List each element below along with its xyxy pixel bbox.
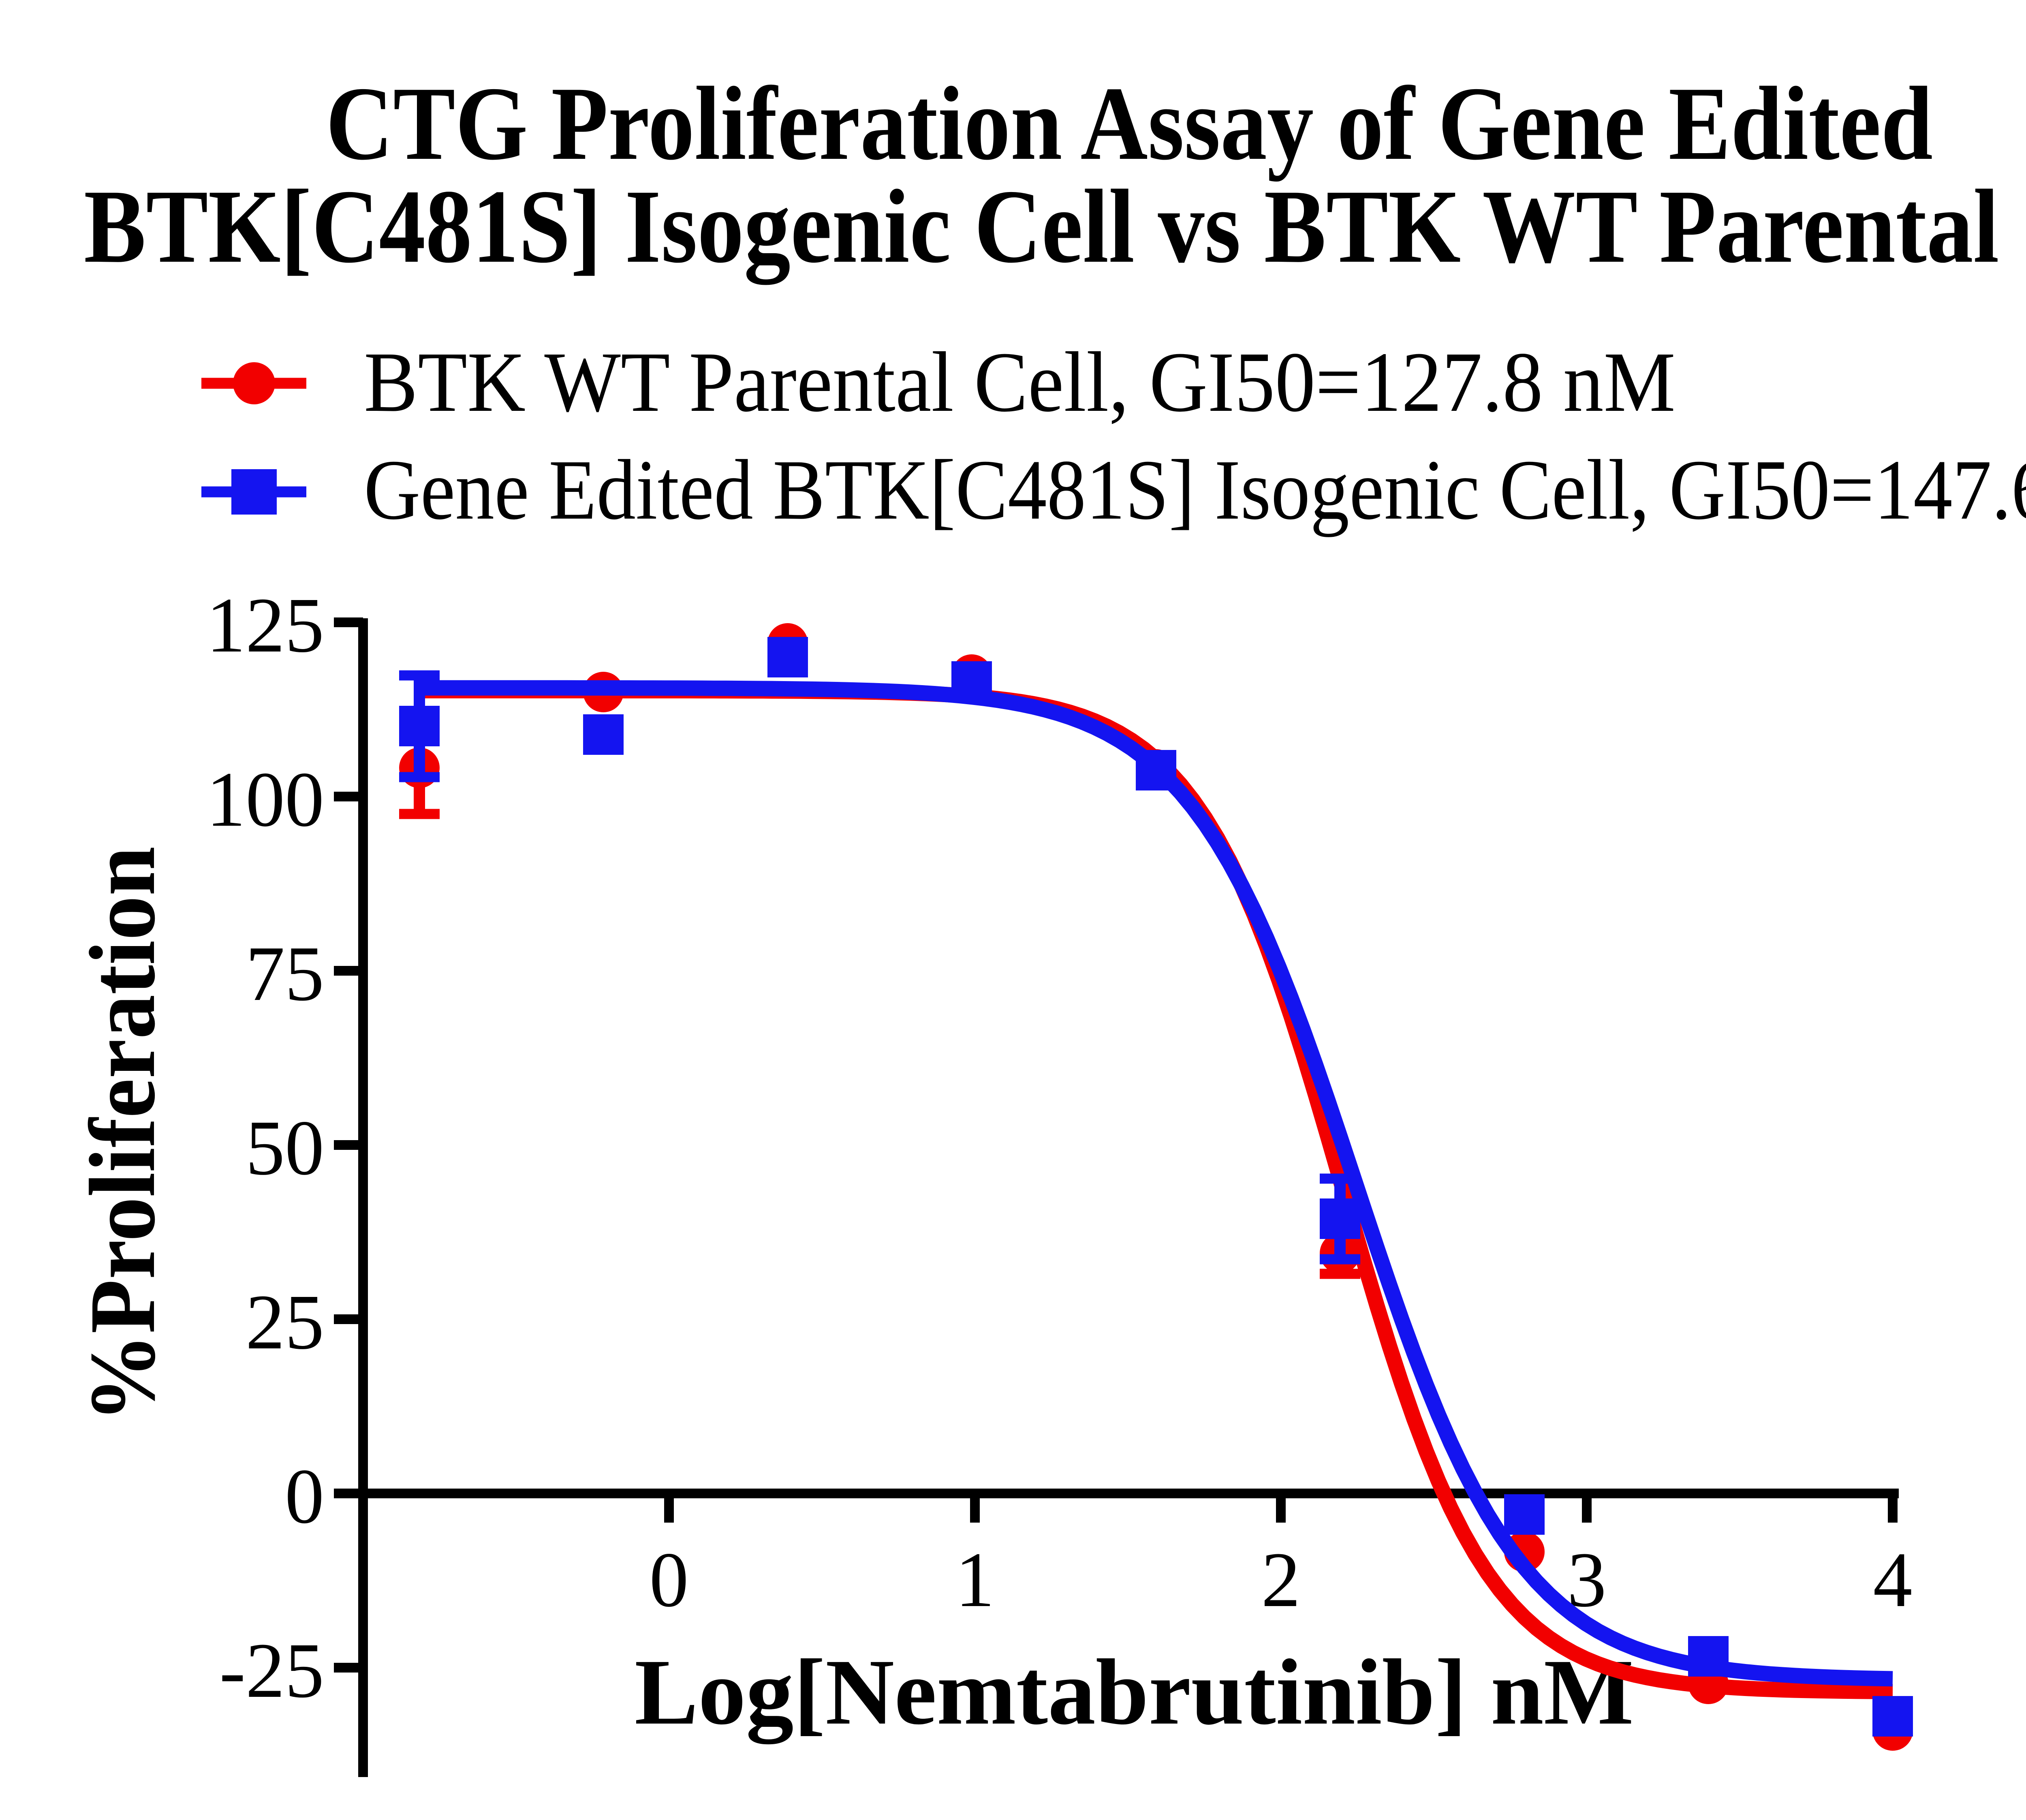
svg-text:BTK[C481S] Isogenic Cell vs BT: BTK[C481S] Isogenic Cell vs BTK WT Paren… (84, 168, 2026, 286)
svg-text:25: 25 (246, 1278, 324, 1365)
svg-text:Gene Edited BTK[C481S] Isogeni: Gene Edited BTK[C481S] Isogenic Cell, GI… (364, 442, 2026, 537)
svg-text:CTG Proliferation Assay of Gen: CTG Proliferation Assay of Gene Edited (326, 65, 1933, 182)
svg-text:%Proliferation: %Proliferation (71, 846, 175, 1423)
svg-text:100: 100 (206, 756, 324, 843)
svg-text:2: 2 (1261, 1536, 1301, 1623)
svg-text:BTK WT Parental Cell, GI50=127: BTK WT Parental Cell, GI50=127.8 nM (364, 334, 1676, 429)
svg-text:125: 125 (206, 581, 324, 669)
svg-text:50: 50 (246, 1104, 324, 1191)
svg-text:4: 4 (1873, 1536, 1913, 1623)
svg-text:Log[Nemtabrutinib] nM: Log[Nemtabrutinib] nM (635, 1640, 1634, 1744)
svg-text:1: 1 (955, 1536, 995, 1623)
svg-text:0: 0 (650, 1536, 689, 1623)
svg-text:0: 0 (285, 1453, 324, 1540)
svg-text:75: 75 (246, 930, 324, 1017)
svg-text:-25: -25 (219, 1627, 324, 1714)
